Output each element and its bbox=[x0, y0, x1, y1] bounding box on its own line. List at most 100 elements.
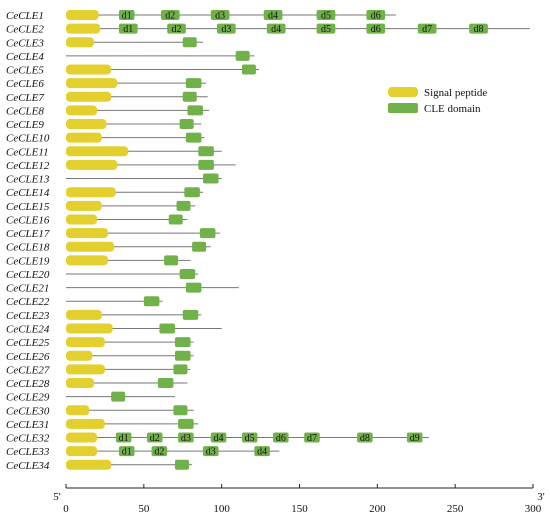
gene-row: CeCLE2 d1 d2 d3 d4 d5 d6 d7 d8 bbox=[6, 23, 530, 36]
cle-domain-block bbox=[182, 37, 197, 48]
gene-name: CeCLE15 bbox=[6, 201, 50, 213]
gene-name: CeCLE30 bbox=[6, 405, 50, 417]
signal-peptide-block bbox=[66, 459, 112, 470]
cle-domain-block bbox=[118, 446, 135, 457]
domain-label: d2 bbox=[154, 447, 164, 458]
cle-domain-block bbox=[178, 418, 194, 429]
gene-name: CeCLE4 bbox=[6, 51, 44, 63]
domain-label: d8 bbox=[360, 433, 370, 444]
x-axis-ticks: 0 50 100 150 200 250 300 bbox=[63, 484, 542, 515]
gene-row: CeCLE3 bbox=[6, 37, 203, 49]
signal-peptide-block bbox=[66, 214, 98, 225]
signal-peptide-block bbox=[66, 10, 99, 20]
cle-domain-block bbox=[146, 432, 163, 443]
cle-domain-block bbox=[174, 350, 191, 361]
gene-row: CeCLE14 bbox=[6, 187, 203, 199]
signal-peptide-block bbox=[66, 432, 98, 443]
cle-domain-block bbox=[366, 23, 386, 34]
signal-peptide-block bbox=[66, 255, 109, 266]
gene-name: CeCLE26 bbox=[6, 351, 50, 363]
gene-name: CeCLE14 bbox=[6, 187, 50, 199]
cle-domain-block bbox=[241, 432, 258, 443]
cle-domain-block bbox=[241, 64, 256, 75]
gene-row: CeCLE9 bbox=[6, 119, 202, 131]
signal-peptide-block bbox=[66, 23, 101, 34]
cle-domain-block bbox=[164, 255, 179, 266]
gene-row: CeCLE25 bbox=[6, 337, 194, 349]
gene-name: CeCLE3 bbox=[6, 37, 44, 49]
cle-domain-block bbox=[185, 282, 202, 293]
domain-label: d6 bbox=[276, 433, 286, 444]
gene-name: CeCLE5 bbox=[6, 65, 44, 77]
domain-label: d2 bbox=[172, 24, 182, 35]
signal-peptide-block bbox=[66, 105, 98, 116]
gene-name: CeCLE16 bbox=[6, 214, 50, 226]
signal-peptide-block bbox=[66, 119, 107, 130]
signal-peptide-block bbox=[66, 418, 105, 429]
gene-name: CeCLE25 bbox=[6, 337, 50, 349]
domain-label: d7 bbox=[307, 433, 317, 444]
gene-name: CeCLE6 bbox=[6, 78, 44, 90]
cle-domain-block bbox=[469, 23, 488, 34]
cle-domain-block bbox=[366, 10, 386, 20]
gene-name: CeCLE23 bbox=[6, 310, 50, 322]
legend-signal-label: Signal peptide bbox=[424, 87, 487, 99]
signal-peptide-block bbox=[66, 364, 105, 375]
cle-domain-block bbox=[316, 23, 336, 34]
gene-row: CeCLE1 d1 d2 d3 d4 d5 d6 bbox=[6, 10, 397, 22]
gene-row: CeCLE24 bbox=[6, 323, 222, 335]
signal-peptide-block bbox=[66, 309, 102, 320]
signal-peptide-block bbox=[66, 187, 116, 198]
cle-domain-block bbox=[159, 323, 175, 334]
domain-label: d4 bbox=[214, 433, 224, 444]
gene-name: CeCLE32 bbox=[6, 433, 50, 445]
gene-name: CeCLE31 bbox=[6, 419, 49, 431]
cle-domain-block bbox=[184, 187, 200, 198]
gene-row: CeCLE4 bbox=[6, 50, 255, 63]
cle-domain-block bbox=[176, 200, 191, 211]
cle-domain-block bbox=[192, 241, 207, 252]
cle-domain-block bbox=[182, 91, 197, 102]
cle-domain-block bbox=[111, 391, 126, 402]
axis-start-label: 5' bbox=[53, 491, 61, 503]
gene-name: CeCLE11 bbox=[6, 146, 49, 158]
cle-domain-block bbox=[304, 432, 320, 443]
gene-row: CeCLE30 bbox=[6, 405, 194, 417]
gene-name: CeCLE33 bbox=[6, 446, 50, 458]
signal-peptide-block bbox=[66, 350, 93, 361]
gene-name: CeCLE17 bbox=[6, 228, 50, 240]
domain-label: d4 bbox=[257, 447, 267, 458]
gene-row: CeCLE26 bbox=[6, 350, 194, 363]
signal-peptide-block bbox=[66, 159, 118, 170]
cle-domain-block bbox=[198, 159, 214, 170]
gene-name: CeCLE27 bbox=[6, 364, 50, 376]
gene-row: CeCLE21 bbox=[6, 282, 239, 295]
cle-domain-block bbox=[157, 378, 174, 389]
gene-name: CeCLE2 bbox=[6, 24, 44, 36]
domain-label: d2 bbox=[165, 11, 175, 22]
domain-label: d4 bbox=[268, 11, 278, 22]
signal-peptide-block bbox=[66, 378, 95, 389]
gene-row: CeCLE12 bbox=[6, 159, 236, 172]
gene-row: CeCLE16 bbox=[6, 214, 188, 226]
cle-domain-block bbox=[179, 268, 196, 279]
gene-name: CeCLE12 bbox=[6, 160, 50, 172]
signal-peptide-block bbox=[66, 446, 98, 457]
gene-row: CeCLE29 bbox=[6, 391, 175, 404]
x-tick-label: 250 bbox=[447, 503, 464, 515]
gene-name: CeCLE9 bbox=[6, 119, 44, 131]
legend-domain-swatch bbox=[388, 103, 418, 113]
cle-domain-block bbox=[254, 446, 270, 457]
gene-name: CeCLE34 bbox=[6, 460, 50, 472]
cle-domain-block bbox=[173, 405, 188, 416]
gene-row: CeCLE17 bbox=[6, 228, 221, 240]
gene-row: CeCLE7 bbox=[6, 91, 208, 104]
cle-domain-block bbox=[210, 432, 227, 443]
legend-domain-label: CLE domain bbox=[424, 103, 481, 115]
gene-row: CeCLE6 bbox=[6, 78, 207, 90]
cle-domain-block bbox=[115, 432, 132, 443]
domain-label: d7 bbox=[422, 24, 432, 35]
cle-domain-block bbox=[216, 23, 236, 34]
